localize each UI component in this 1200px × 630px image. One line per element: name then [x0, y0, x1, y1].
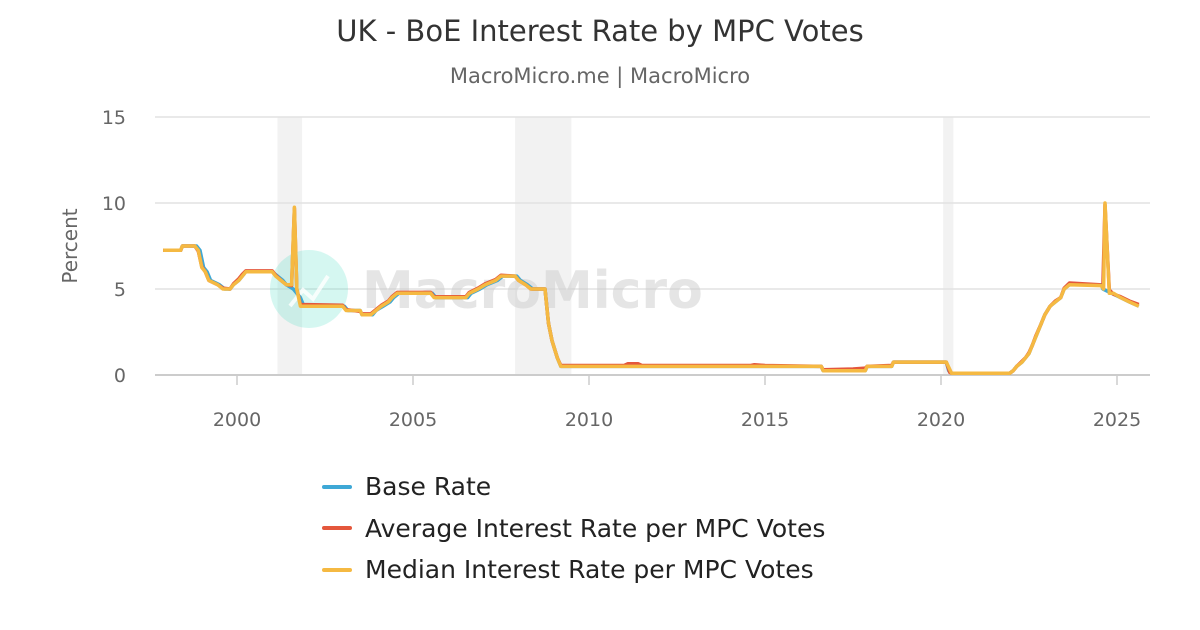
- watermark-logo-icon: [270, 250, 348, 328]
- chart-title: UK - BoE Interest Rate by MPC Votes: [336, 14, 864, 48]
- x-tick-label: 2015: [741, 409, 789, 431]
- legend-swatch: [322, 567, 352, 572]
- x-tick-label: 2020: [917, 409, 965, 431]
- recession-band: [515, 117, 572, 375]
- watermark-logo-icon: [288, 274, 330, 308]
- legend-label: Median Interest Rate per MPC Votes: [365, 555, 814, 585]
- y-axis-label: Percent: [58, 208, 82, 283]
- x-tick-label: 2000: [213, 409, 261, 431]
- legend-label: Average Interest Rate per MPC Votes: [365, 513, 826, 543]
- y-tick-label: 5: [114, 279, 126, 301]
- legend-label: Base Rate: [365, 472, 492, 502]
- legend-item-median[interactable]: Median Interest Rate per MPC Votes: [322, 549, 825, 591]
- legend-swatch: [322, 484, 352, 489]
- series-line-median: [163, 201, 1140, 376]
- legend-swatch: [322, 526, 352, 531]
- legend: Base Rate Average Interest Rate per MPC …: [322, 466, 825, 591]
- x-tick-label: 2010: [565, 409, 613, 431]
- y-tick-label: 0: [114, 365, 126, 387]
- y-tick-label: 10: [102, 193, 126, 215]
- recession-band: [943, 117, 954, 375]
- x-tick-label: 2005: [389, 409, 437, 431]
- x-tick-label: 2025: [1093, 409, 1141, 431]
- recession-band: [277, 117, 303, 375]
- y-tick-label: 15: [102, 107, 126, 129]
- legend-item-average[interactable]: Average Interest Rate per MPC Votes: [322, 508, 825, 550]
- chart-subtitle: MacroMicro.me | MacroMicro: [449, 64, 751, 88]
- legend-item-base-rate[interactable]: Base Rate: [322, 466, 825, 508]
